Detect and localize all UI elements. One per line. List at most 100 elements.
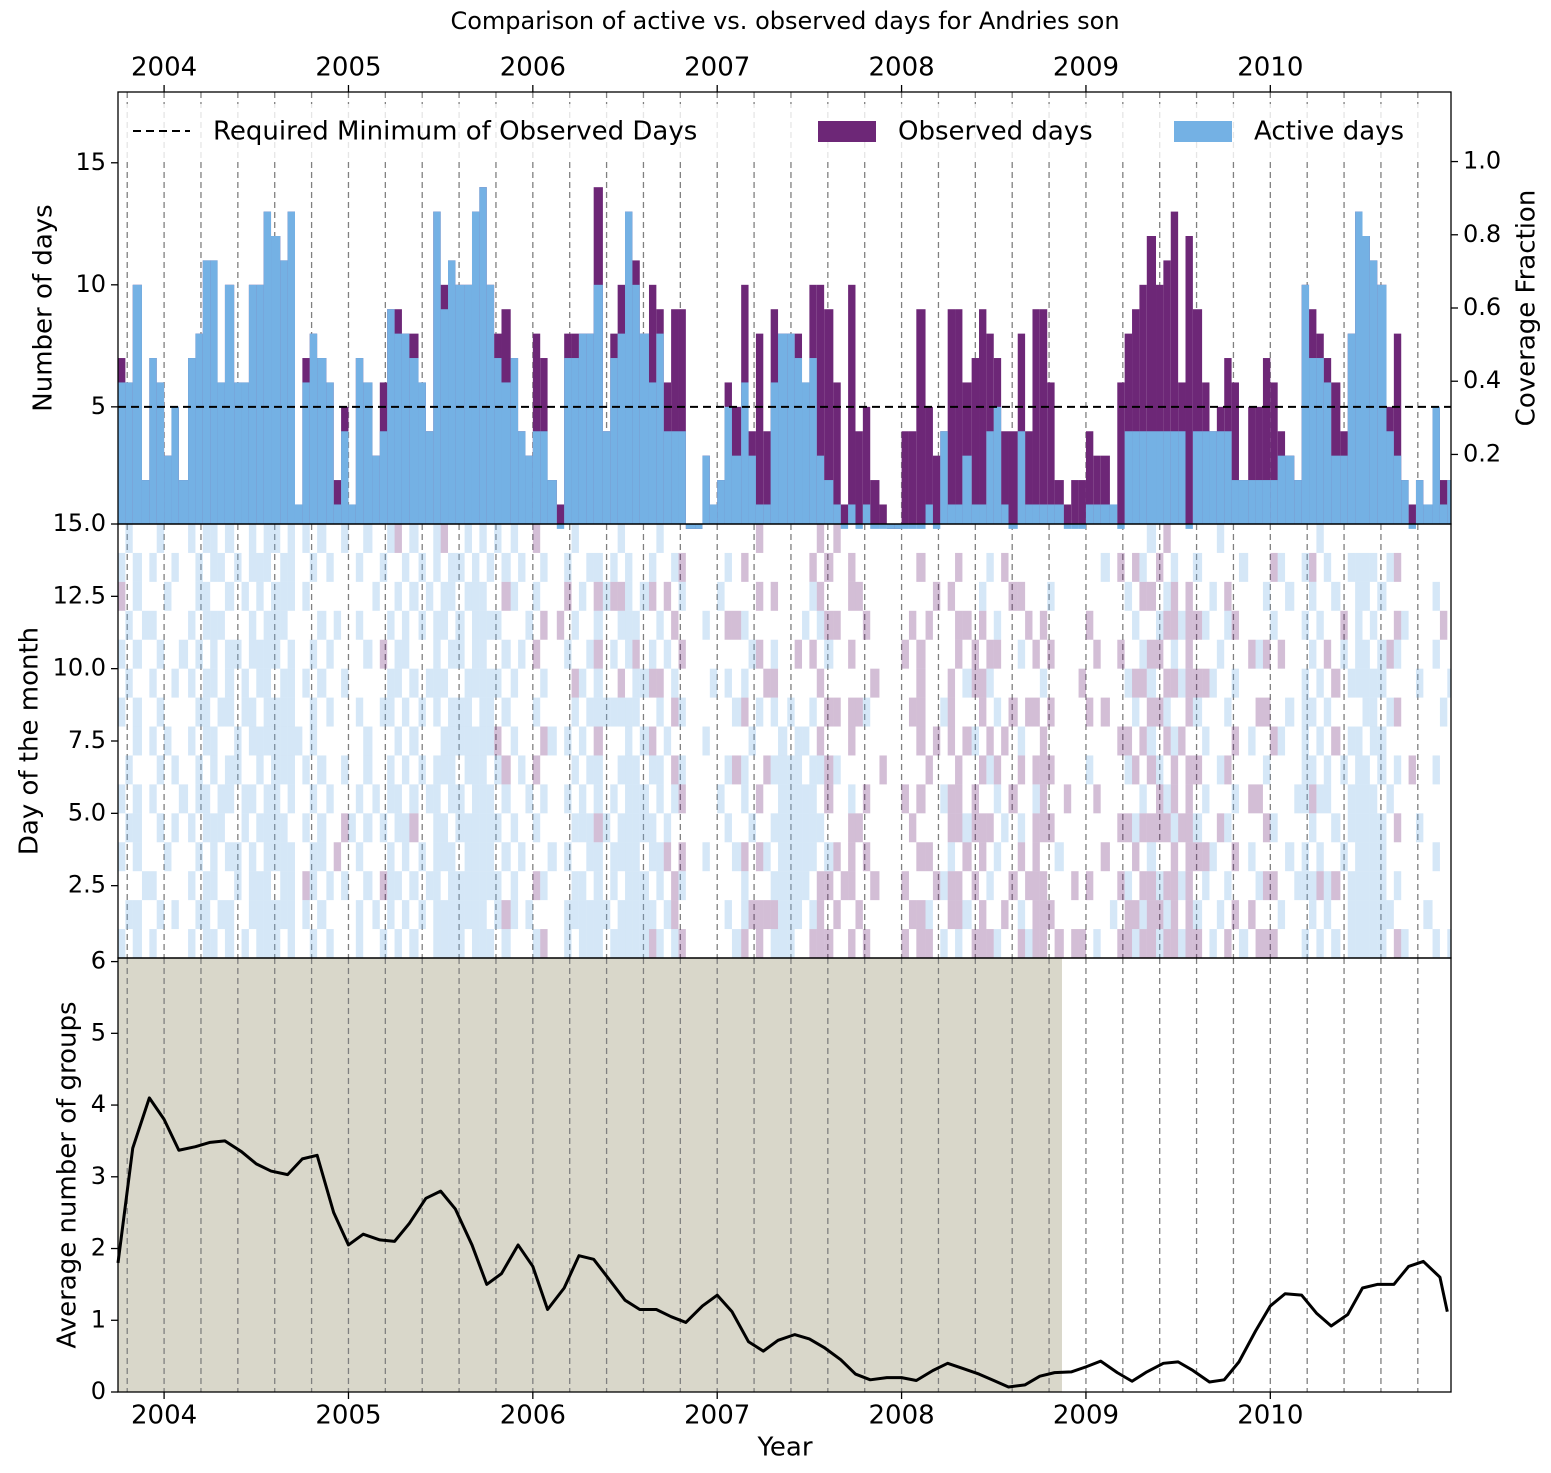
bar: [1008, 524, 1018, 529]
bar: [855, 524, 863, 529]
day-cell: [1156, 552, 1164, 582]
day-cell: [271, 842, 281, 872]
day-cell: [1362, 842, 1370, 872]
day-cell: [132, 842, 142, 872]
day-cell: [1124, 755, 1133, 785]
day-cell: [1039, 900, 1048, 930]
day-cell: [1224, 871, 1232, 901]
day-cell: [755, 900, 764, 930]
day-cell: [748, 813, 756, 843]
day-cell: [632, 842, 640, 872]
day-cell: [741, 610, 749, 640]
bar: [908, 524, 917, 529]
day-cell: [1139, 639, 1147, 669]
bar: [1017, 333, 1026, 524]
day-cell: [1362, 639, 1370, 669]
day-cell: [1255, 929, 1263, 958]
day-cell: [210, 871, 218, 901]
day-cell: [425, 581, 434, 611]
bar: [1085, 504, 1094, 524]
day-cell: [202, 871, 211, 901]
day-cell: [809, 784, 817, 814]
day-cell: [401, 552, 410, 582]
chart-title: Comparison of active vs. observed days f…: [450, 7, 1119, 35]
day-cell: [610, 697, 618, 727]
day-cell: [1347, 668, 1356, 698]
day-cell: [1117, 929, 1125, 958]
day-cell: [1386, 639, 1394, 669]
day-cell: [341, 871, 349, 901]
day-cell: [778, 842, 788, 872]
bar: [448, 260, 456, 524]
day-cell: [486, 610, 495, 640]
day-cell: [833, 755, 841, 785]
bar: [993, 406, 1002, 524]
day-cell: [1393, 871, 1402, 901]
day-cell: [455, 784, 465, 814]
day-cell: [1340, 842, 1348, 872]
day-cell: [1132, 552, 1140, 582]
day-cell: [440, 842, 449, 872]
day-cell: [280, 871, 288, 901]
day-cell: [1047, 900, 1055, 930]
day-cell: [1355, 929, 1363, 958]
day-cell: [1393, 610, 1402, 640]
day-cell: [1393, 755, 1402, 785]
bar: [663, 431, 672, 524]
day-cell: [639, 900, 649, 930]
bar: [1078, 480, 1086, 524]
day-cell: [418, 697, 426, 727]
bar: [1047, 382, 1055, 524]
day-cell: [188, 668, 196, 698]
day-cell: [1185, 929, 1193, 958]
day-cell: [778, 871, 788, 901]
day-cell: [540, 552, 548, 582]
day-cell: [1146, 842, 1157, 872]
day-cell: [1323, 639, 1332, 669]
day-cell: [671, 552, 679, 582]
day-cell: [833, 697, 841, 727]
day-cell: [479, 871, 487, 901]
day-cell: [962, 610, 972, 640]
day-cell: [1432, 929, 1440, 958]
day-cell: [656, 524, 664, 553]
day-cell: [678, 755, 686, 785]
day-cell: [518, 639, 526, 669]
day-cell: [210, 639, 218, 669]
day-cell: [1156, 929, 1164, 958]
day-cell: [1163, 726, 1171, 756]
day-cell: [1377, 813, 1387, 843]
day-cell: [879, 755, 887, 785]
day-cell: [971, 668, 980, 698]
day-cell: [409, 668, 419, 698]
day-cell: [755, 784, 764, 814]
day-cell: [809, 842, 817, 872]
shaded-region: [118, 958, 1062, 1392]
day-cell: [802, 726, 810, 756]
day-cell: [440, 610, 449, 640]
bar: [1146, 236, 1157, 524]
day-cell: [979, 842, 987, 872]
y2-tick-label: 0.6: [1463, 293, 1501, 321]
day-cell: [571, 524, 579, 553]
day-cell: [317, 668, 327, 698]
bar: [1017, 431, 1026, 524]
bar: [671, 309, 679, 524]
day-cell: [571, 813, 579, 843]
day-cell: [1085, 610, 1094, 640]
day-cell: [241, 813, 249, 843]
bar: [263, 211, 272, 525]
day-cell: [979, 610, 987, 640]
day-cell: [263, 726, 272, 756]
legend-swatch: [818, 121, 876, 142]
day-cell: [1039, 755, 1048, 785]
bar: [1032, 504, 1040, 524]
day-cell: [234, 755, 242, 785]
bar: [1393, 455, 1402, 524]
day-cell: [1202, 871, 1210, 901]
day-cell: [947, 813, 956, 843]
day-cell: [1355, 639, 1363, 669]
day-cell: [248, 639, 257, 669]
day-cell: [617, 842, 626, 872]
day-cell: [1185, 668, 1193, 698]
